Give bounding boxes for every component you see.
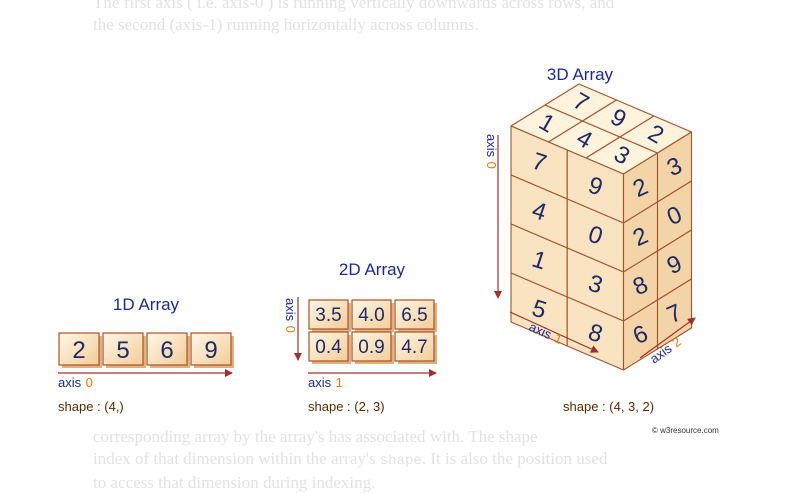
array-1d-value: 6 (160, 337, 173, 364)
axis-label-1d: axis 0 (58, 374, 93, 391)
axis-word: axis (283, 298, 298, 322)
array-2d-cell (394, 299, 435, 330)
background-paragraph-line: corresponding array by the array's has a… (93, 427, 538, 446)
title-3d-array: 3D Array (547, 65, 614, 84)
array-1d-cell (102, 332, 144, 366)
watermark-text: © w3resource.com (652, 426, 719, 435)
array-2d-value: 4.0 (358, 305, 384, 326)
background-paragraph-line: the second (axis-1) running horizontally… (93, 15, 479, 34)
background-text-part: . It is also the position used (421, 449, 608, 468)
array-2d-cell (351, 331, 392, 362)
axis-1-arrow-3d (509, 311, 599, 353)
array-2d-cells: 3.5 4.0 6.5 0.4 0.9 4.7 (308, 299, 437, 364)
array-1d-cell (58, 332, 100, 366)
array-2d-value: 0.4 (315, 337, 342, 358)
axis-number: 0 (283, 326, 298, 333)
array-1d-value: 2 (72, 337, 85, 364)
axis-word: axis (484, 134, 499, 158)
shape-label-2d: shape : (2, 3) (308, 399, 385, 414)
axis-0-label-2d: axis 0 (282, 298, 299, 333)
title-2d-array: 2D Array (339, 260, 406, 279)
array-2d-cell (351, 299, 392, 330)
array-2d-cell (308, 331, 349, 362)
shape-label-3d: shape : (4, 3, 2) (563, 399, 654, 414)
array-2d-cell (308, 299, 349, 330)
title-1d-array: 1D Array (113, 295, 180, 314)
array-1d-cells: 2 5 6 9 (58, 332, 234, 368)
array-2d-cell (394, 331, 435, 362)
axis-number: 0 (86, 375, 93, 390)
array-1d-cell (146, 332, 188, 366)
shape-code-text: shape (379, 453, 422, 469)
axis-word: axis (58, 375, 82, 390)
array-2d-value: 3.5 (315, 305, 341, 326)
axis-2-arrow-3d (639, 317, 696, 359)
axis-number: 0 (484, 162, 499, 169)
axis-1-label-2d: axis 1 (308, 374, 343, 391)
background-paragraph-line: The first axis ( i.e. axis-0 ) is runnin… (93, 0, 615, 12)
axis-word: axis (308, 375, 332, 390)
background-text-part: index of that dimension within the array… (93, 449, 376, 468)
axis-number: 2 (669, 334, 684, 350)
array-1d-value: 5 (116, 337, 129, 364)
background-paragraph-line: index of that dimension within the array… (93, 449, 607, 469)
array-1d-value: 9 (204, 337, 217, 364)
array-1d-cell (190, 332, 232, 366)
axis-number: 1 (336, 375, 343, 390)
array-2d-value: 6.5 (401, 305, 427, 326)
array-2d-value: 4.7 (401, 337, 427, 358)
axis-0-label-3d: axis 0 (483, 134, 500, 169)
cube-side-cell (656, 278, 693, 350)
array-2d-value: 0.9 (358, 337, 384, 358)
shape-label-1d: shape : (4,) (58, 399, 124, 414)
